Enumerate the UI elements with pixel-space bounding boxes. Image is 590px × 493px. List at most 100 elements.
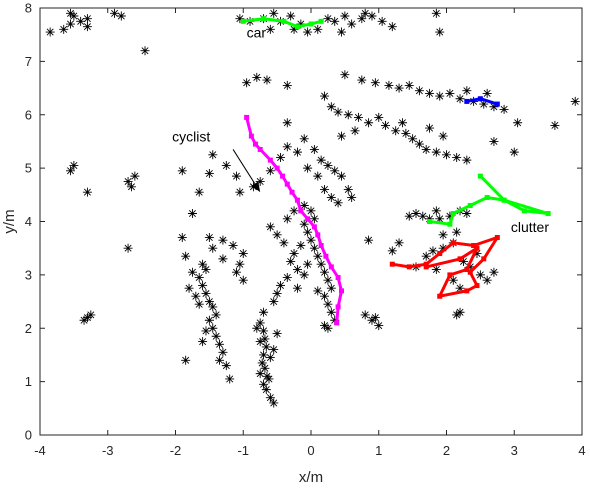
asterisk-marker bbox=[292, 265, 302, 275]
asterisk-marker bbox=[570, 96, 580, 106]
asterisk-marker bbox=[435, 214, 445, 224]
asterisk-marker bbox=[330, 166, 340, 176]
y-tick-label: 6 bbox=[25, 107, 32, 122]
asterisk-marker bbox=[303, 27, 313, 37]
track-point bbox=[501, 197, 507, 203]
track-point bbox=[464, 267, 470, 273]
asterisk-marker bbox=[289, 249, 299, 259]
y-tick-label: 0 bbox=[25, 428, 32, 443]
track-point bbox=[423, 264, 429, 270]
asterisk-marker bbox=[76, 16, 86, 26]
asterisk-marker bbox=[286, 257, 296, 267]
annotation-cyclist: cyclist bbox=[172, 128, 210, 144]
asterisk-marker bbox=[292, 283, 302, 293]
cyclist-arrow-head bbox=[251, 181, 261, 193]
asterisk-marker bbox=[45, 27, 55, 37]
track-point bbox=[521, 208, 527, 214]
asterisk-marker bbox=[218, 235, 228, 245]
asterisk-marker bbox=[211, 331, 221, 341]
asterisk-marker bbox=[343, 184, 353, 194]
asterisk-marker bbox=[336, 131, 346, 141]
asterisk-marker bbox=[309, 214, 319, 224]
asterisk-marker bbox=[269, 345, 279, 355]
asterisk-marker bbox=[425, 123, 435, 133]
asterisk-marker bbox=[276, 152, 286, 162]
asterisk-marker bbox=[265, 166, 275, 176]
track-point bbox=[464, 288, 470, 294]
asterisk-marker bbox=[394, 83, 404, 93]
asterisk-marker bbox=[252, 72, 262, 82]
asterisk-marker bbox=[364, 118, 374, 128]
track-point bbox=[467, 202, 473, 208]
asterisk-marker bbox=[235, 14, 245, 24]
asterisk-marker bbox=[313, 286, 323, 296]
track-point bbox=[484, 194, 490, 200]
asterisk-marker bbox=[428, 246, 438, 256]
asterisk-marker bbox=[204, 297, 214, 307]
asterisk-marker bbox=[320, 91, 330, 101]
asterisk-marker bbox=[326, 283, 336, 293]
track-point bbox=[335, 304, 341, 310]
asterisk-marker bbox=[296, 241, 306, 251]
asterisk-marker bbox=[377, 16, 387, 26]
y-axis-label: y/m bbox=[1, 209, 18, 233]
asterisk-marker bbox=[462, 86, 472, 96]
asterisk-marker bbox=[313, 24, 323, 34]
asterisk-marker bbox=[255, 318, 265, 328]
asterisk-marker bbox=[218, 254, 228, 264]
asterisk-marker bbox=[336, 27, 346, 37]
asterisk-marker bbox=[198, 259, 208, 269]
asterisk-marker bbox=[265, 353, 275, 363]
track-point bbox=[447, 272, 453, 278]
asterisk-marker bbox=[472, 249, 482, 259]
asterisk-marker bbox=[235, 259, 245, 269]
clutter-markers bbox=[45, 8, 580, 408]
asterisk-marker bbox=[130, 171, 140, 181]
track-point bbox=[406, 264, 412, 270]
asterisk-marker bbox=[282, 142, 292, 152]
track-point bbox=[437, 251, 443, 257]
asterisk-marker bbox=[455, 307, 465, 317]
asterisk-marker bbox=[201, 326, 211, 336]
track-point bbox=[437, 293, 443, 299]
tick-labels: -4 -3 -2 -1 0 1 2 3 4 0 1 2 3 4 5 6 7 8 bbox=[25, 1, 586, 459]
track-point bbox=[494, 235, 500, 241]
track-point bbox=[423, 261, 429, 267]
asterisk-marker bbox=[259, 350, 269, 360]
asterisk-marker bbox=[65, 19, 75, 29]
asterisk-marker bbox=[110, 8, 120, 18]
asterisk-marker bbox=[489, 136, 499, 146]
asterisk-marker bbox=[82, 22, 92, 32]
asterisk-marker bbox=[448, 275, 458, 285]
asterisk-marker bbox=[482, 88, 492, 98]
asterisk-marker bbox=[211, 310, 221, 320]
asterisk-marker bbox=[340, 11, 350, 21]
asterisk-marker bbox=[116, 11, 126, 21]
track-point bbox=[318, 243, 324, 249]
asterisk-marker bbox=[208, 243, 218, 253]
asterisk-marker bbox=[264, 374, 274, 384]
track-point bbox=[294, 197, 300, 203]
asterisk-marker bbox=[320, 321, 330, 331]
asterisk-marker bbox=[82, 187, 92, 197]
asterisk-marker bbox=[482, 275, 492, 285]
asterisk-marker bbox=[225, 374, 235, 384]
asterisk-marker bbox=[499, 104, 509, 114]
asterisk-marker bbox=[323, 14, 333, 24]
asterisk-marker bbox=[69, 160, 79, 170]
asterisk-marker bbox=[313, 171, 323, 181]
asterisk-marker bbox=[381, 120, 391, 130]
asterisk-marker bbox=[306, 206, 316, 216]
track-point bbox=[477, 173, 483, 179]
track-point bbox=[450, 240, 456, 246]
asterisk-marker bbox=[452, 227, 462, 237]
asterisk-marker bbox=[262, 75, 272, 85]
track-point bbox=[281, 18, 287, 24]
asterisk-marker bbox=[255, 337, 265, 347]
track-point bbox=[338, 288, 344, 294]
asterisk-marker bbox=[238, 249, 248, 259]
track-point bbox=[305, 216, 311, 222]
x-tick-label: -3 bbox=[102, 443, 114, 458]
asterisk-marker bbox=[353, 112, 363, 122]
asterisk-marker bbox=[82, 14, 92, 24]
